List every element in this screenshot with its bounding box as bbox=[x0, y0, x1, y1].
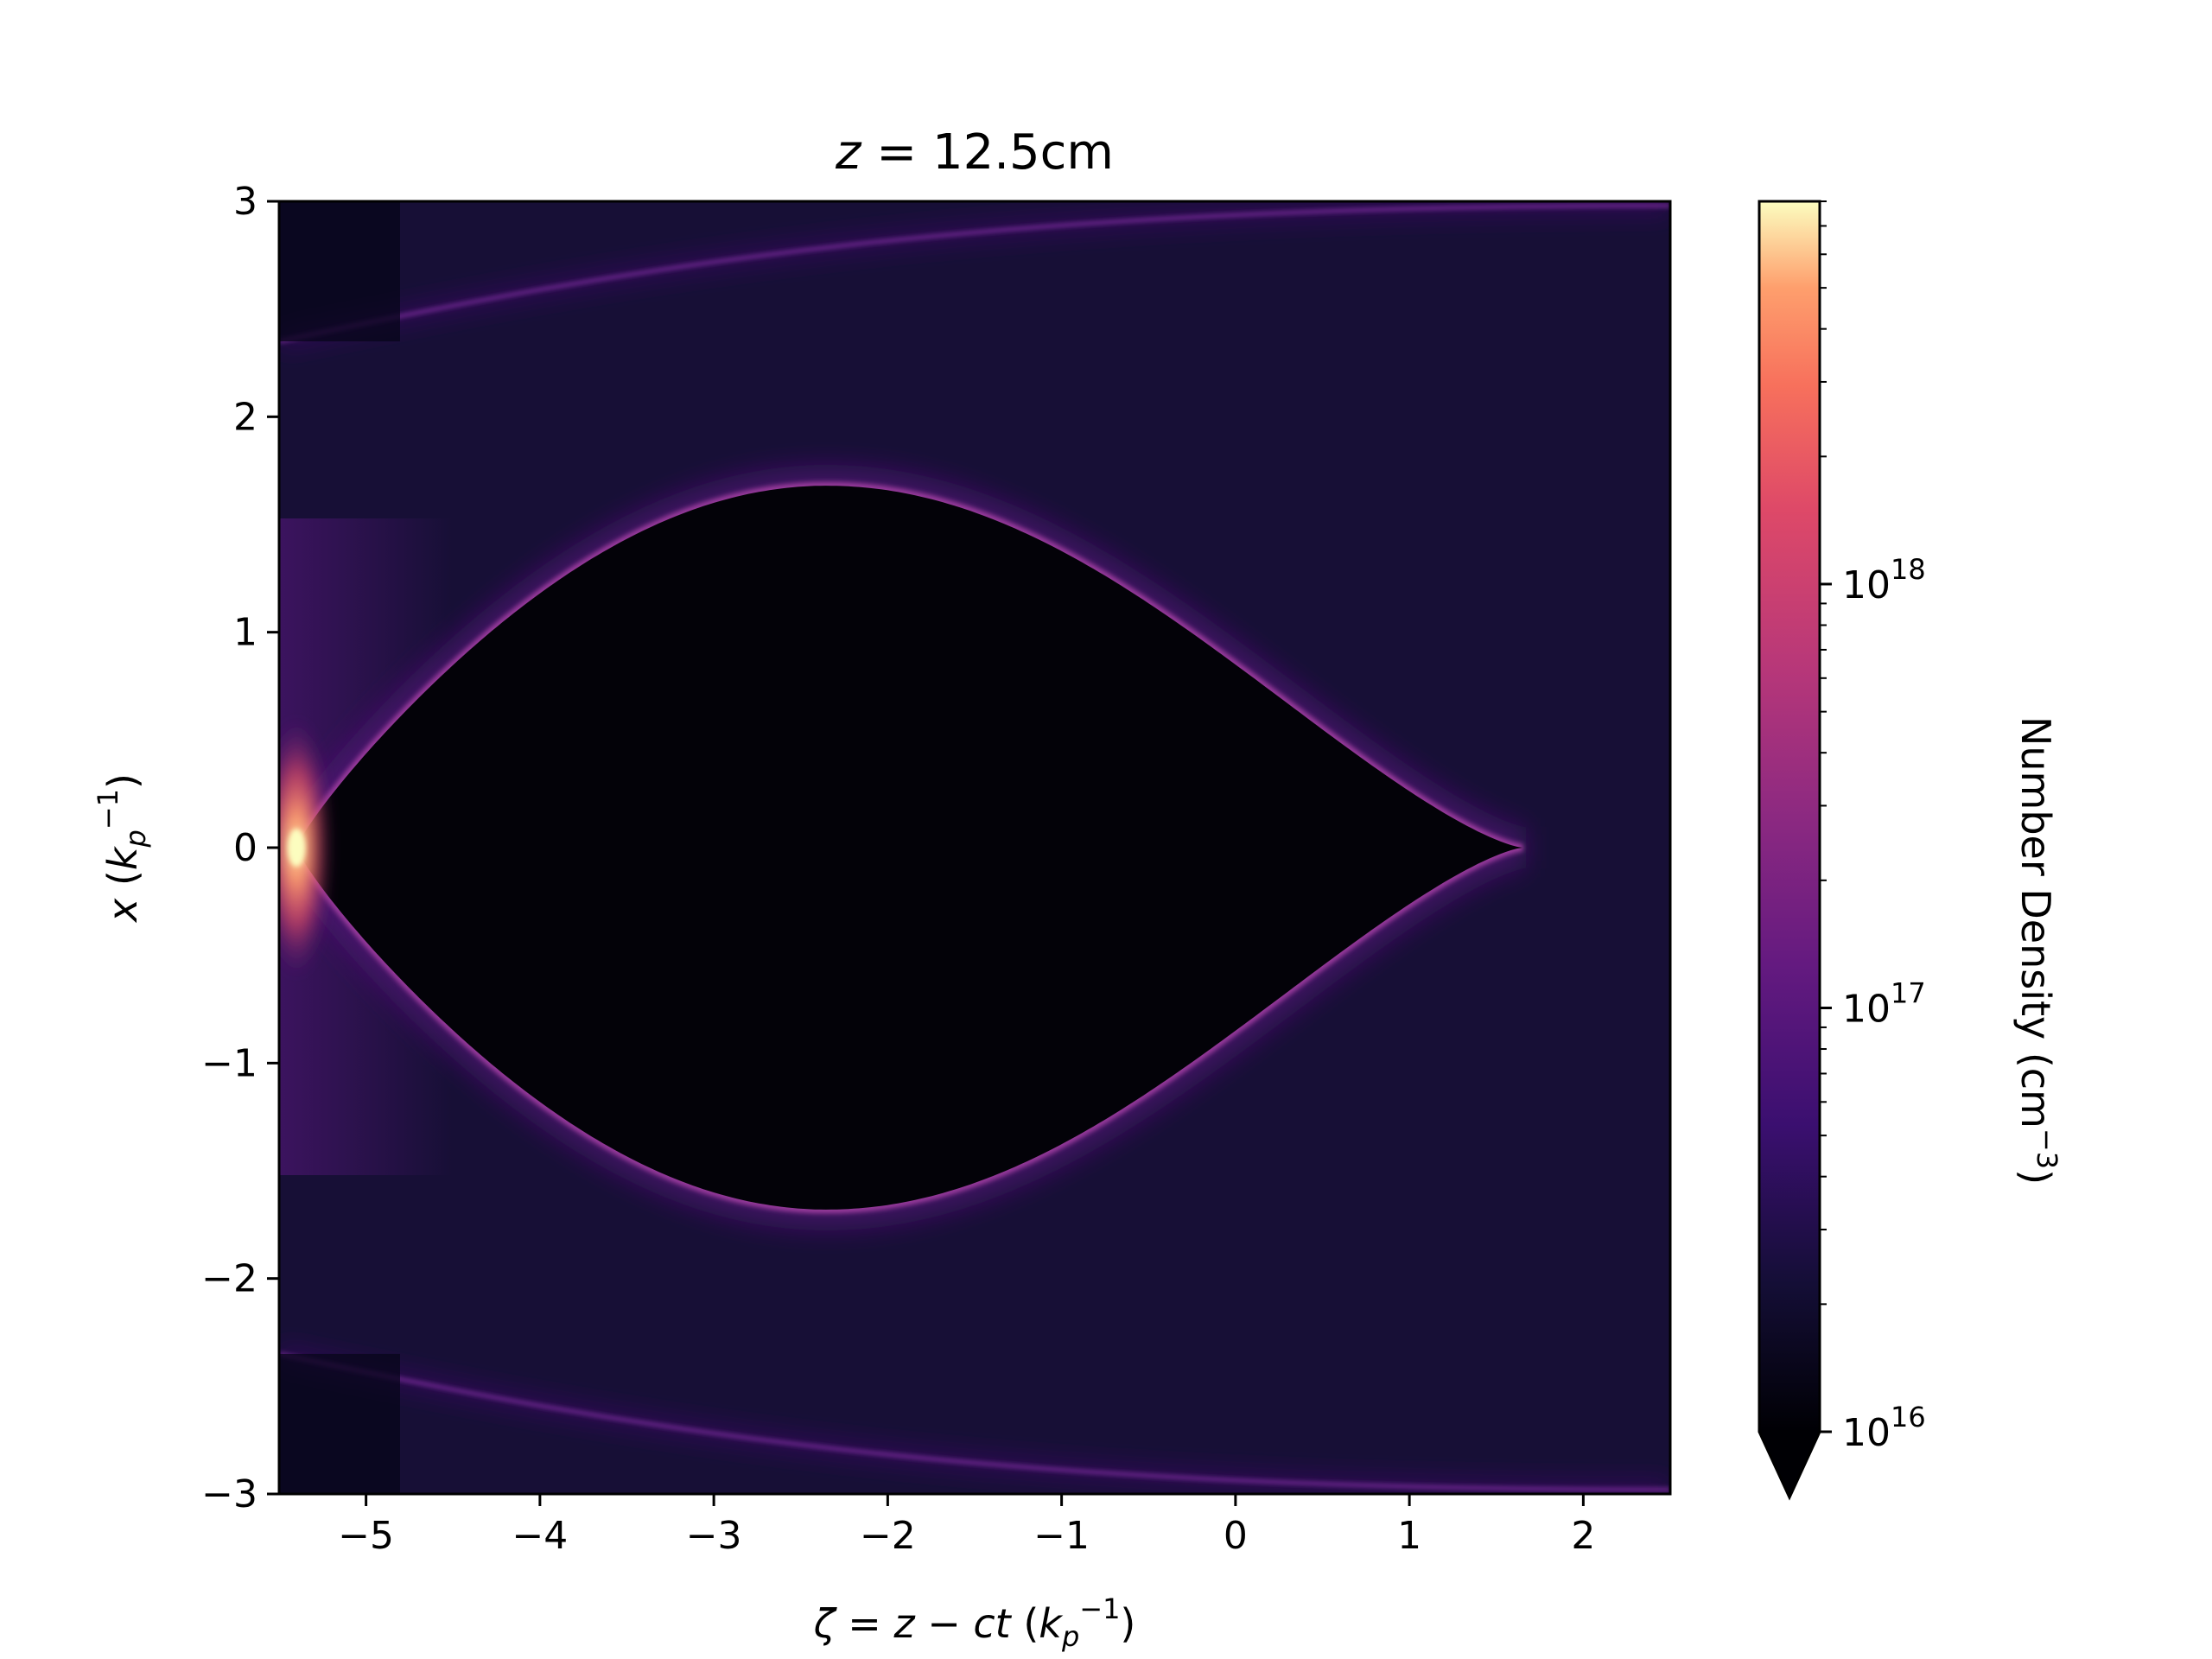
x-tick-label-1: −4 bbox=[512, 1514, 568, 1558]
x-tick-label-3: −2 bbox=[860, 1514, 916, 1558]
y-tick-label-0: −3 bbox=[201, 1472, 257, 1516]
y-tick-label-6: 3 bbox=[233, 180, 257, 224]
filament-bottom bbox=[279, 1351, 1670, 1492]
colorbar-tick-label-2: 1018 bbox=[1842, 553, 1926, 607]
y-axis-label: x (kp−1) bbox=[92, 773, 152, 924]
heatmap bbox=[279, 201, 1670, 1494]
y-tick-label-2: −1 bbox=[201, 1041, 257, 1085]
y-axis: −3 −2 −1 0 1 2 3 bbox=[201, 180, 279, 1516]
y-tick-label-3: 0 bbox=[233, 826, 257, 870]
colorbar-extend-min bbox=[1759, 1432, 1820, 1497]
outer-filaments bbox=[279, 201, 1670, 1494]
colorbar-frame bbox=[1758, 200, 1821, 1501]
x-tick-label-4: −1 bbox=[1033, 1514, 1090, 1558]
x-axis: −5 −4 −3 −2 −1 0 1 2 bbox=[338, 1494, 1595, 1558]
x-tick-label-6: 1 bbox=[1397, 1514, 1421, 1558]
colorbar-tick-label-1: 1017 bbox=[1842, 976, 1926, 1031]
y-tick-label-1: −2 bbox=[201, 1257, 257, 1301]
colorbar-gradient bbox=[1759, 201, 1820, 1432]
y-tick-label-4: 1 bbox=[233, 611, 257, 655]
colorbar: 1016 1017 1018 Number Density (cm−3) bbox=[1758, 200, 2063, 1501]
x-tick-label-2: −3 bbox=[686, 1514, 742, 1558]
x-tick-label-5: 0 bbox=[1224, 1514, 1248, 1558]
colorbar-ticks: 1016 1017 1018 bbox=[1820, 200, 1926, 1455]
chart-title: z = 12.5cm bbox=[835, 124, 1114, 181]
x-axis-label: ζ = z − ct (kp−1) bbox=[813, 1592, 1136, 1653]
colorbar-label: Number Density (cm−3) bbox=[2012, 716, 2063, 1185]
density-spike-core bbox=[288, 829, 306, 867]
y-tick-label-5: 2 bbox=[233, 395, 257, 439]
cavity bbox=[296, 486, 1522, 1210]
filament-bottom-dark-region bbox=[279, 1353, 400, 1494]
filament-top-dark-region bbox=[279, 201, 400, 342]
colorbar-tick-label-0: 1016 bbox=[1842, 1401, 1926, 1455]
x-tick-label-7: 2 bbox=[1571, 1514, 1595, 1558]
x-tick-label-0: −5 bbox=[338, 1514, 394, 1558]
filament-top bbox=[279, 203, 1670, 344]
